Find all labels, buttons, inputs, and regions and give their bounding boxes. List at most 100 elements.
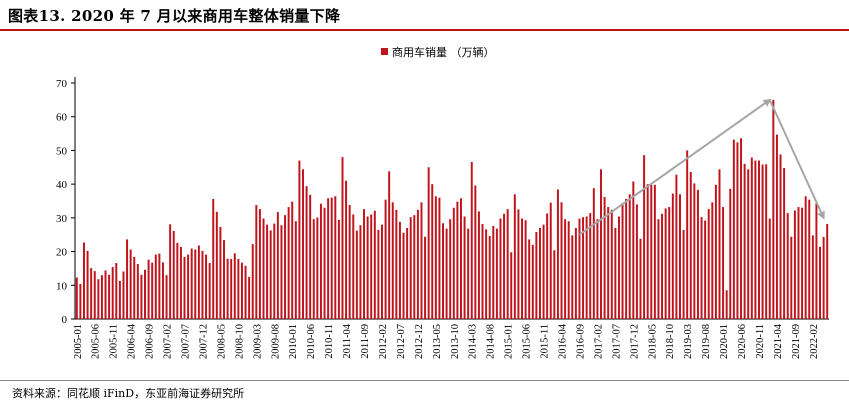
title-bar: 图表13. 2020 年 7 月以来商用车整体销量下降	[0, 0, 849, 31]
bar	[467, 228, 470, 319]
bar	[82, 242, 85, 319]
bar	[352, 214, 355, 319]
bar	[452, 207, 455, 319]
bar	[100, 275, 103, 319]
x-tick-label: 2006-09	[145, 324, 156, 359]
x-tick-label: 2020-06	[737, 324, 748, 359]
bar	[391, 202, 394, 319]
bar	[578, 218, 581, 319]
bar	[783, 167, 786, 319]
x-tick-label: 2007-12	[198, 324, 209, 359]
bar	[492, 225, 495, 319]
bar	[226, 258, 229, 319]
bar	[190, 248, 193, 319]
bar	[248, 276, 251, 319]
bar	[793, 210, 796, 319]
bar	[172, 231, 175, 319]
bar	[650, 184, 653, 319]
bar	[244, 265, 247, 319]
x-tick-label: 2020-11	[755, 324, 766, 359]
y-axis: 0 10 20 30 40 50 60 70	[56, 77, 76, 326]
bar	[323, 207, 326, 319]
bar	[169, 224, 172, 319]
bar	[765, 164, 768, 319]
bar	[273, 223, 276, 319]
bar	[503, 213, 506, 319]
bar	[718, 169, 721, 319]
bar	[600, 169, 602, 319]
bar	[531, 244, 534, 319]
bar	[416, 209, 419, 319]
bar	[90, 268, 93, 319]
x-tick-label: 2018-10	[665, 324, 676, 359]
bar	[108, 274, 111, 319]
bar	[115, 263, 118, 319]
bar	[197, 245, 200, 319]
x-tick-label: 2007-02	[163, 324, 174, 359]
bar	[768, 218, 771, 319]
bar	[373, 210, 376, 319]
bar	[158, 253, 161, 319]
bar	[327, 198, 330, 319]
x-tick-label: 2021-04	[773, 323, 784, 359]
x-tick-label: 2010-06	[306, 324, 317, 359]
bar	[732, 139, 735, 319]
bar	[97, 279, 100, 319]
bar	[456, 201, 459, 319]
bar	[750, 157, 753, 319]
bar	[743, 163, 746, 319]
bar	[740, 138, 743, 319]
bar	[431, 184, 434, 319]
bar	[445, 228, 448, 319]
bar	[384, 199, 387, 319]
legend-label: 商用车销量 （万辆）	[392, 45, 495, 59]
bar	[309, 194, 312, 319]
bar	[291, 201, 294, 319]
bar	[797, 207, 800, 319]
bar	[420, 202, 423, 319]
bar	[402, 232, 405, 319]
bar	[632, 181, 635, 319]
x-tick-label: 2014-03	[468, 324, 479, 359]
x-tick-label: 2015-11	[540, 324, 551, 359]
bar	[154, 254, 157, 319]
x-tick-label: 2010-11	[324, 324, 335, 359]
x-tick-label: 2008-10	[234, 324, 245, 359]
y-tick-label: 70	[56, 78, 68, 90]
x-tick-label: 2012-02	[378, 324, 389, 359]
bar	[442, 223, 445, 319]
bar	[775, 134, 778, 319]
bar	[136, 264, 139, 319]
bar	[682, 229, 685, 319]
bar	[639, 238, 642, 319]
y-tick-label: 60	[56, 112, 68, 124]
source-note: 资料来源：同花顺 iFinD，东亚前海证券研究所	[12, 387, 245, 400]
bar	[233, 253, 236, 319]
figure-title: 图表13. 2020 年 7 月以来商用车整体销量下降	[8, 7, 341, 25]
x-tick-label: 2015-01	[504, 324, 515, 359]
bar	[366, 216, 369, 319]
y-tick-label: 40	[56, 179, 68, 191]
x-tick-label: 2015-06	[522, 324, 533, 359]
bar	[603, 196, 606, 319]
x-tick-label: 2016-04	[558, 323, 569, 359]
bar	[205, 254, 208, 319]
x-tick-label: 2021-09	[791, 324, 802, 359]
bar	[237, 258, 240, 319]
bar	[736, 142, 739, 319]
bar	[610, 209, 613, 319]
bar	[477, 211, 480, 319]
bar	[549, 202, 552, 319]
y-tick-label: 50	[56, 145, 68, 157]
bar	[219, 226, 222, 319]
bar	[337, 219, 340, 319]
bar	[319, 203, 322, 319]
x-tick-label: 2017-02	[593, 324, 604, 359]
x-tick-label: 2018-05	[647, 324, 658, 359]
bar	[538, 227, 541, 319]
bar	[772, 99, 775, 319]
bar	[804, 196, 807, 319]
bar	[485, 229, 488, 319]
bar	[524, 220, 527, 319]
